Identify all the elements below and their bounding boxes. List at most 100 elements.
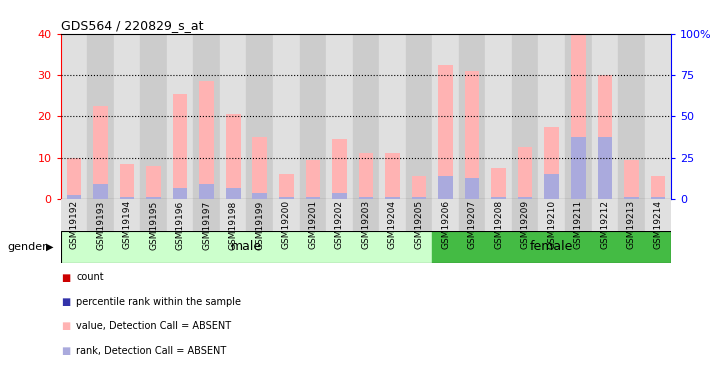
Bar xyxy=(459,199,486,231)
Text: ■: ■ xyxy=(61,321,70,331)
Bar xyxy=(624,196,638,199)
Bar xyxy=(379,34,406,199)
Bar xyxy=(226,188,241,199)
Text: GSM19209: GSM19209 xyxy=(521,200,530,249)
Bar xyxy=(246,199,273,231)
Bar xyxy=(66,195,81,199)
Bar xyxy=(512,34,538,199)
Bar xyxy=(167,34,193,199)
Bar xyxy=(645,34,671,199)
Text: GSM19193: GSM19193 xyxy=(96,200,105,250)
Text: GSM19207: GSM19207 xyxy=(468,200,476,249)
Bar xyxy=(650,176,665,199)
Bar xyxy=(591,34,618,199)
Bar xyxy=(353,199,379,231)
Bar xyxy=(300,199,326,231)
Bar xyxy=(120,196,134,199)
Bar xyxy=(565,34,591,199)
Bar xyxy=(199,184,214,199)
Bar xyxy=(406,34,432,199)
Text: percentile rank within the sample: percentile rank within the sample xyxy=(76,297,241,307)
Bar xyxy=(385,153,400,199)
Bar xyxy=(114,199,141,231)
Bar xyxy=(193,34,220,199)
Bar xyxy=(141,199,167,231)
Bar xyxy=(544,174,559,199)
Text: GSM19200: GSM19200 xyxy=(282,200,291,249)
Text: male: male xyxy=(231,240,262,253)
Bar xyxy=(591,199,618,231)
Text: GSM19194: GSM19194 xyxy=(123,200,131,249)
Text: GSM19201: GSM19201 xyxy=(308,200,317,249)
Text: ■: ■ xyxy=(61,273,70,282)
Bar xyxy=(438,64,453,199)
Text: gender: gender xyxy=(7,242,47,252)
Text: value, Detection Call = ABSENT: value, Detection Call = ABSENT xyxy=(76,321,231,331)
Bar xyxy=(571,34,585,199)
Text: ■: ■ xyxy=(61,297,70,307)
Bar xyxy=(300,34,326,199)
Bar xyxy=(544,127,559,199)
Bar xyxy=(491,168,506,199)
Bar xyxy=(385,196,400,199)
Bar xyxy=(491,196,506,199)
Text: ▶: ▶ xyxy=(46,242,54,252)
Bar xyxy=(618,199,645,231)
Bar xyxy=(61,231,432,262)
Bar xyxy=(379,199,406,231)
Bar xyxy=(167,199,193,231)
Bar xyxy=(173,94,188,199)
Bar xyxy=(273,199,300,231)
Text: GSM19213: GSM19213 xyxy=(627,200,636,249)
Bar xyxy=(193,199,220,231)
Text: GSM19210: GSM19210 xyxy=(547,200,556,249)
Bar xyxy=(146,196,161,199)
Text: GSM19202: GSM19202 xyxy=(335,200,344,249)
Bar xyxy=(518,147,533,199)
Bar xyxy=(87,34,114,199)
Bar xyxy=(486,34,512,199)
Bar xyxy=(538,199,565,231)
Bar xyxy=(61,199,87,231)
Bar xyxy=(618,34,645,199)
Bar xyxy=(199,81,214,199)
Bar xyxy=(306,160,320,199)
Text: GDS564 / 220829_s_at: GDS564 / 220829_s_at xyxy=(61,19,203,32)
Bar xyxy=(406,199,432,231)
Text: GSM19198: GSM19198 xyxy=(228,200,238,250)
Bar xyxy=(624,160,638,199)
Text: GSM19211: GSM19211 xyxy=(574,200,583,249)
Bar xyxy=(650,196,665,199)
Bar xyxy=(326,34,353,199)
Text: count: count xyxy=(76,273,104,282)
Bar xyxy=(512,199,538,231)
Bar xyxy=(220,34,246,199)
Text: GSM19204: GSM19204 xyxy=(388,200,397,249)
Bar xyxy=(253,137,267,199)
Bar xyxy=(645,199,671,231)
Bar xyxy=(120,164,134,199)
Text: GSM19208: GSM19208 xyxy=(494,200,503,249)
Bar xyxy=(465,71,479,199)
Bar xyxy=(459,34,486,199)
Bar xyxy=(358,153,373,199)
Bar xyxy=(279,174,293,199)
Bar xyxy=(226,114,241,199)
Text: GSM19197: GSM19197 xyxy=(202,200,211,250)
Bar xyxy=(220,199,246,231)
Bar xyxy=(538,34,565,199)
Text: rank, Detection Call = ABSENT: rank, Detection Call = ABSENT xyxy=(76,346,226,355)
Bar xyxy=(332,139,347,199)
Bar xyxy=(279,196,293,199)
Bar xyxy=(353,34,379,199)
Bar xyxy=(61,231,671,262)
Text: GSM19203: GSM19203 xyxy=(361,200,371,249)
Bar xyxy=(432,34,459,199)
Bar xyxy=(61,34,87,199)
Bar xyxy=(432,199,459,231)
Text: GSM19212: GSM19212 xyxy=(600,200,609,249)
Bar xyxy=(306,196,320,199)
Text: GSM19192: GSM19192 xyxy=(69,200,79,249)
Bar xyxy=(565,199,591,231)
Bar xyxy=(412,176,426,199)
